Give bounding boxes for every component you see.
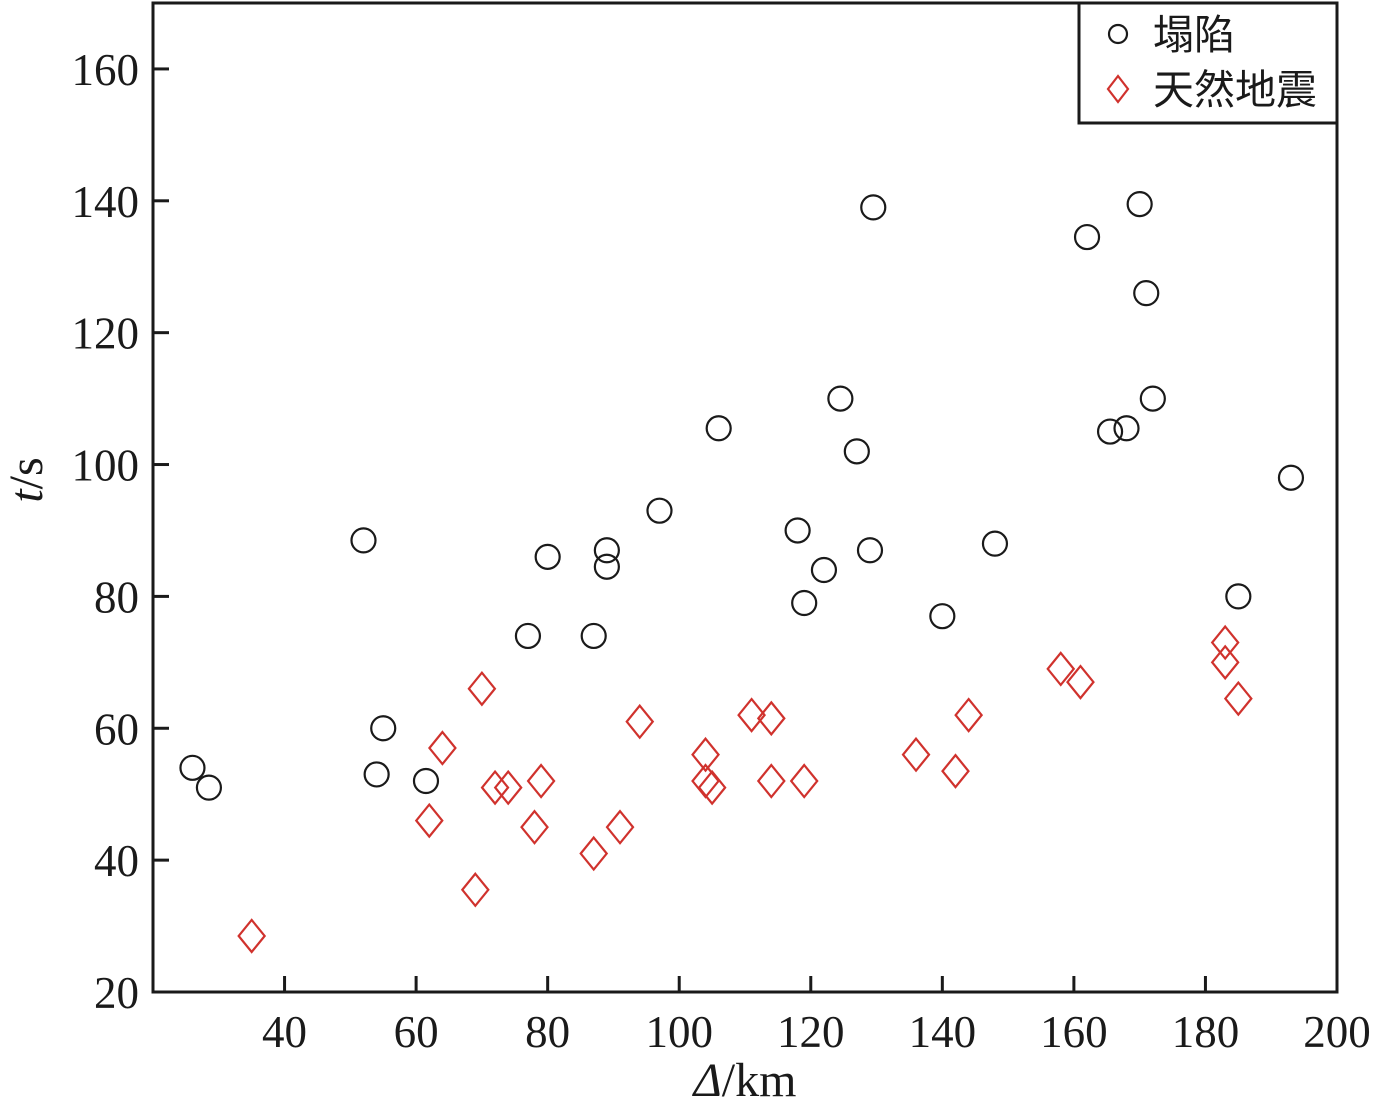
collapse-point [363, 761, 390, 788]
y-tick-label: 80 [94, 572, 139, 622]
collapse-point [860, 194, 887, 221]
earthquake-point [428, 730, 457, 766]
earthquake-point [520, 809, 549, 845]
collapse-point [514, 622, 542, 650]
collapse-point [1113, 415, 1140, 442]
legend-label-collapse: 塌陷 [1153, 12, 1235, 58]
x-axis-ticks: 40 60 80 100 120 140 160 180 200 [262, 976, 1371, 1057]
earthquake-point [460, 872, 490, 908]
collapse-point [1225, 583, 1252, 610]
collapse-point [179, 754, 206, 781]
x-axis-label: Δ/km [692, 1054, 797, 1107]
plot-border [151, 1, 1339, 994]
x-tick-label: 60 [394, 1007, 439, 1057]
collapse-point [370, 715, 397, 742]
collapse-point [195, 774, 223, 801]
collapse-point [1139, 385, 1166, 412]
x-tick-label: 120 [777, 1007, 845, 1057]
earthquake-point [1223, 680, 1253, 717]
legend-box [1077, 1, 1339, 125]
series-collapse [179, 190, 1305, 801]
earthquake-point [697, 769, 727, 806]
collapse-point [412, 767, 440, 795]
earthquake-point [414, 802, 444, 839]
collapse-point [791, 589, 818, 617]
x-tick-label: 180 [1172, 1007, 1240, 1057]
collapse-point [843, 438, 870, 465]
y-axis-label: t/s [0, 457, 53, 502]
earthquake-point [737, 697, 766, 733]
earthquake-point [1046, 651, 1076, 687]
x-tick-label: 100 [645, 1007, 713, 1057]
earthquake-point [789, 763, 819, 799]
earthquake-point [467, 670, 497, 707]
collapse-point [1096, 418, 1124, 445]
y-tick-label: 40 [94, 836, 139, 886]
earthquake-point [901, 736, 931, 773]
earthquake-point [625, 703, 655, 740]
earthquake-point [756, 700, 786, 737]
collapse-point [534, 543, 561, 570]
y-tick-label: 160 [72, 45, 140, 95]
collapse-point [580, 622, 607, 650]
earthquake-point [493, 769, 523, 806]
collapse-point [784, 517, 811, 544]
collapse-point [593, 553, 620, 580]
x-tick-label: 140 [909, 1007, 977, 1057]
y-tick-label: 140 [72, 177, 140, 227]
earthquake-point [756, 763, 786, 799]
earthquake-point [237, 918, 267, 954]
collapse-point [593, 537, 620, 564]
earthquake-point [605, 809, 635, 845]
earthquake-point [579, 835, 609, 872]
y-tick-label: 60 [94, 704, 139, 754]
collapse-point [1126, 190, 1153, 218]
collapse-point [1277, 464, 1305, 491]
earthquake-point [691, 736, 720, 773]
collapse-point [705, 415, 732, 442]
collapse-point [1133, 280, 1160, 307]
y-tick-label: 100 [72, 441, 140, 491]
collapse-point [350, 527, 377, 554]
earthquake-point [1210, 624, 1240, 661]
earthquake-point [941, 753, 970, 789]
x-tick-label: 40 [262, 1007, 307, 1057]
y-axis-ticks: 20 40 60 80 100 120 140 160 [72, 45, 169, 1018]
legend: 塌陷 天然地震 [1077, 1, 1339, 125]
collapse-circle-marker-icon [1107, 23, 1129, 45]
y-tick-label: 120 [72, 309, 140, 359]
earthquake-point [1210, 644, 1240, 681]
earthquake-point [1066, 664, 1095, 700]
collapse-point [646, 497, 673, 524]
earthquake-point [480, 769, 510, 806]
earthquake-point [954, 697, 984, 733]
x-tick-label: 200 [1303, 1007, 1371, 1057]
earthquake-point [526, 763, 556, 799]
collapse-point [1073, 223, 1101, 251]
legend-item-collapse: 塌陷 [1107, 12, 1235, 58]
collapse-point [856, 537, 884, 564]
x-tick-label: 80 [525, 1007, 570, 1057]
legend-label-earthquake: 天然地震 [1153, 67, 1317, 113]
x-tick-label: 160 [1040, 1007, 1108, 1057]
earthquake-diamond-marker-icon [1106, 74, 1130, 104]
legend-item-earthquake: 天然地震 [1106, 67, 1317, 113]
collapse-point [981, 530, 1009, 557]
collapse-point [827, 385, 854, 412]
y-tick-label: 20 [94, 968, 139, 1018]
collapse-point [810, 556, 838, 584]
series-earthquake [237, 624, 1253, 954]
collapse-point [929, 603, 956, 630]
